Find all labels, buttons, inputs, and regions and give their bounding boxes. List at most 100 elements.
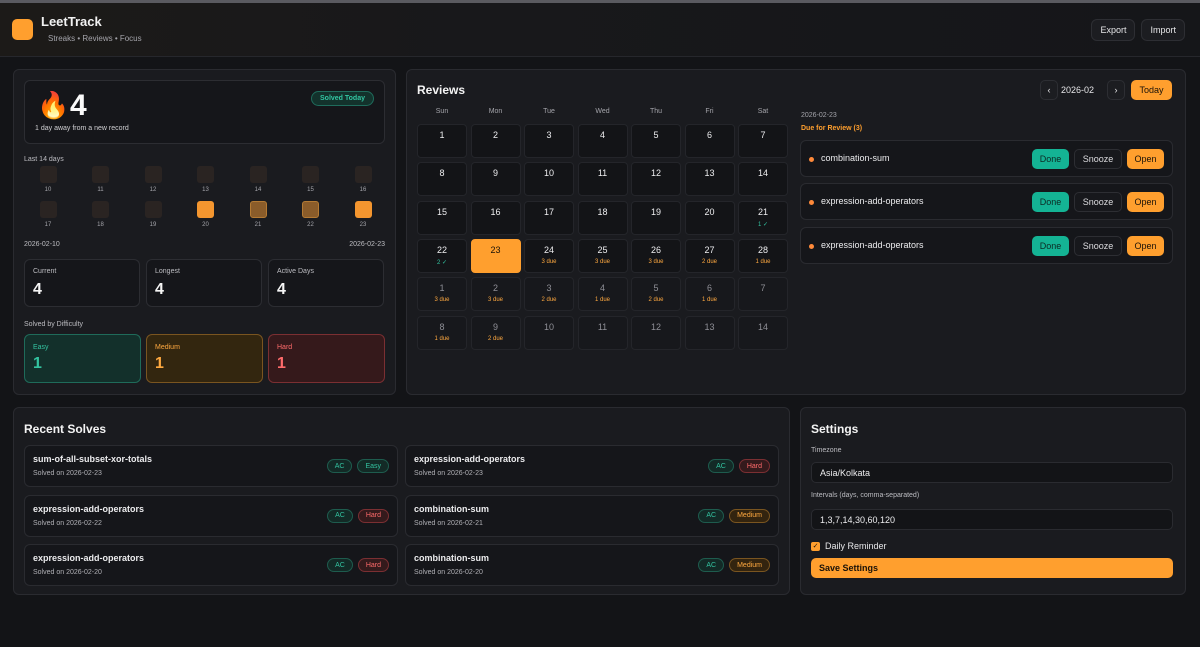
- streak-day-square: [302, 201, 319, 218]
- snooze-button[interactable]: Snooze: [1074, 192, 1122, 213]
- streak-day: 18: [91, 201, 111, 228]
- done-button[interactable]: Done: [1032, 149, 1069, 169]
- calendar-day[interactable]: 19: [631, 200, 681, 235]
- calendar-day[interactable]: 4: [577, 124, 628, 158]
- save-settings-button[interactable]: Save Settings: [811, 558, 1173, 578]
- calendar-day[interactable]: 3 2 due: [524, 277, 574, 312]
- calendar-day[interactable]: 14: [738, 162, 788, 197]
- calendar-day[interactable]: 12: [631, 162, 681, 197]
- streak-subtitle: 1 day away from a new record: [35, 125, 129, 132]
- solve-problem-name: combination-sum: [414, 503, 490, 514]
- calendar-day-number: 20: [704, 206, 715, 217]
- calendar-day[interactable]: 5 2 due: [631, 277, 681, 312]
- calendar-day[interactable]: 14: [738, 315, 788, 350]
- calendar-day-number: 8: [439, 321, 445, 332]
- snooze-button[interactable]: Snooze: [1074, 235, 1122, 256]
- due-title: Due for Review (3): [801, 125, 863, 132]
- calendar-day[interactable]: 1 3 due: [417, 277, 467, 312]
- calendar-day-number: 27: [704, 244, 715, 255]
- intervals-input[interactable]: 1,3,7,14,30,60,120: [811, 509, 1173, 530]
- difficulty-badge: Hard: [738, 459, 770, 473]
- difficulty-card-easy: Easy 1: [24, 334, 141, 383]
- calendar-day[interactable]: 25 3 due: [577, 238, 628, 273]
- done-button[interactable]: Done: [1032, 235, 1069, 256]
- calendar-day[interactable]: 7: [738, 277, 788, 312]
- recent-solve-item[interactable]: expression-add-operators Solved on 2026-0…: [24, 494, 398, 537]
- calendar-day[interactable]: 10: [524, 162, 574, 197]
- calendar-day[interactable]: 5: [631, 124, 681, 158]
- calendar-day[interactable]: 13: [684, 315, 735, 350]
- calendar-day-number: 10: [543, 168, 554, 179]
- export-button[interactable]: Export: [1091, 18, 1136, 41]
- today-button[interactable]: Today: [1131, 80, 1172, 100]
- streak-day-number: 17: [44, 222, 52, 228]
- calendar-day-status: 1 due: [594, 297, 610, 304]
- app-name: LeetTrack: [41, 13, 102, 29]
- calendar-day[interactable]: 6 1 due: [684, 277, 735, 312]
- calendar-day[interactable]: 18: [577, 200, 628, 235]
- recent-solve-item[interactable]: combination-sum Solved on 2026-02-20 AC Med…: [405, 544, 779, 586]
- calendar-day[interactable]: 9: [470, 162, 521, 197]
- calendar-day-status: 1 ✓: [757, 221, 769, 228]
- calendar-day-number: 17: [543, 206, 554, 217]
- open-button[interactable]: Open: [1127, 192, 1164, 213]
- import-button[interactable]: Import: [1141, 18, 1185, 41]
- calendar-day[interactable]: 17: [524, 200, 574, 235]
- calendar-day[interactable]: 9 2 due: [470, 315, 521, 350]
- calendar-day[interactable]: 2 3 due: [470, 277, 521, 312]
- solve-tags: AC Medium: [698, 508, 770, 523]
- calendar-day[interactable]: 21 1 ✓: [738, 200, 788, 235]
- stat-label: Current: [33, 268, 57, 275]
- calendar-day[interactable]: 8: [417, 162, 467, 197]
- calendar-day[interactable]: 7: [738, 124, 788, 158]
- open-button[interactable]: Open: [1127, 235, 1164, 256]
- recent-solve-item[interactable]: expression-add-operators Solved on 2026-0…: [405, 445, 779, 487]
- calendar-day[interactable]: 1: [417, 124, 467, 158]
- streak-day: 10: [38, 166, 58, 193]
- calendar-day-number: 16: [490, 206, 501, 217]
- recent-solve-item[interactable]: expression-add-operators Solved on 2026-0…: [24, 544, 398, 586]
- calendar-day[interactable]: 4 1 due: [577, 277, 628, 312]
- calendar-day-status: 2 ✓: [436, 259, 448, 266]
- next-month-button[interactable]: ›: [1107, 80, 1125, 100]
- calendar-day-number: 25: [597, 244, 608, 255]
- calendar-day[interactable]: 16: [470, 200, 521, 235]
- calendar-day[interactable]: 2: [470, 124, 521, 158]
- calendar-day-number: 23: [490, 244, 501, 255]
- recent-solve-item[interactable]: combination-sum Solved on 2026-02-21 AC Med…: [405, 494, 779, 537]
- streak-day-number: 14: [254, 187, 262, 193]
- calendar-day[interactable]: 26 3 due: [631, 238, 681, 273]
- calendar-day[interactable]: 13: [684, 162, 735, 197]
- snooze-button[interactable]: Snooze: [1074, 149, 1122, 169]
- recent-solve-item[interactable]: sum-of-all-subset-xor-totals Solved on 20…: [24, 445, 398, 487]
- streak-day-square: [197, 166, 214, 183]
- solve-problem-name: sum-of-all-subset-xor-totals: [33, 454, 153, 464]
- calendar-day[interactable]: 8 1 due: [417, 315, 467, 350]
- calendar-day[interactable]: 11: [577, 315, 628, 350]
- streak-day-square: [302, 166, 319, 183]
- timezone-input[interactable]: Asia/Kolkata: [811, 462, 1173, 483]
- calendar-day[interactable]: 11: [577, 162, 628, 197]
- solve-date: Solved on 2026-02-22: [33, 519, 102, 527]
- calendar-day[interactable]: 28 1 due: [738, 238, 788, 273]
- streak-day: 22: [301, 201, 321, 228]
- calendar-day[interactable]: 3: [524, 124, 574, 158]
- prev-month-button[interactable]: ‹: [1040, 80, 1058, 100]
- calendar-day[interactable]: 12: [631, 315, 681, 350]
- reviews-panel: Reviews ‹ 2026-02 › Today Sun Mon Tue Wed Th…: [406, 69, 1186, 395]
- weekday-header: Sun: [435, 108, 449, 115]
- calendar-day-number: 3: [546, 283, 552, 294]
- calendar-day[interactable]: 24 3 due: [524, 238, 574, 273]
- open-button[interactable]: Open: [1127, 149, 1164, 169]
- calendar-day[interactable]: 27 2 due: [684, 238, 735, 273]
- calendar-day[interactable]: 20: [684, 200, 735, 235]
- calendar-day[interactable]: 10: [524, 315, 574, 350]
- calendar-day[interactable]: 23: [470, 238, 521, 273]
- streak-day-number: 16: [359, 187, 367, 193]
- calendar-day[interactable]: 15: [417, 200, 467, 235]
- calendar-day[interactable]: 22 2 ✓: [417, 238, 467, 273]
- streak-day: 17: [38, 201, 58, 228]
- done-button[interactable]: Done: [1032, 192, 1069, 213]
- daily-reminder-checkbox[interactable]: ✓: [811, 542, 820, 551]
- calendar-day[interactable]: 6: [684, 124, 735, 158]
